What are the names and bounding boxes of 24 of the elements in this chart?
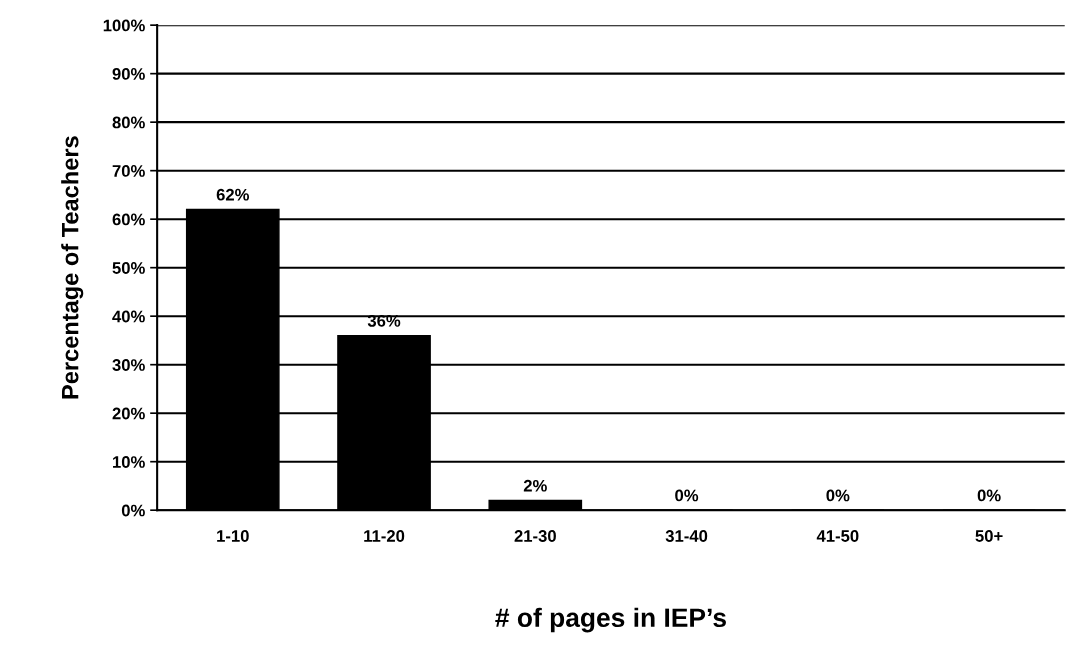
y-tick-label: 60% [112,213,145,226]
y-tick-label: 20% [112,407,145,420]
y-tick-label: 70% [112,165,145,177]
data-label: 0% [826,489,850,502]
y-tick-label: 50% [112,262,145,274]
y-tick-label: 30% [112,359,145,371]
x-tick-label: 21-30 [514,530,556,542]
y-tick-label: 10% [113,456,145,468]
x-axis-title: # of pages in IEP’s [495,607,726,633]
y-tick-label: 0% [121,504,145,517]
y-tick-label: 100% [103,19,145,32]
x-tick-label: 41-50 [816,530,859,542]
y-tick-label: 80% [112,116,145,129]
x-tick-label: 50+ [975,530,1003,542]
x-tick-label: 31-40 [665,530,708,542]
x-tick-label: 11-20 [364,530,405,542]
y-tick-label: 40% [112,310,145,323]
data-label: 2% [523,479,547,492]
data-label: 62% [216,188,250,201]
data-label: 0% [977,489,1001,502]
data-label: 0% [675,489,699,502]
y-tick-label: 90% [112,68,145,80]
x-tick-label: 1-10 [217,530,249,542]
y-axis-title: Percentage of Teachers [61,136,84,399]
